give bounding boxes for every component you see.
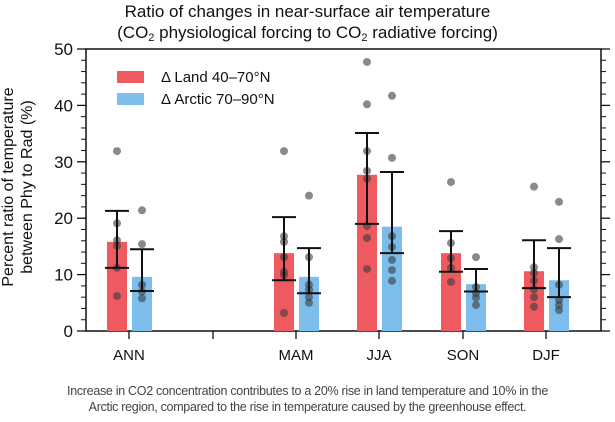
title-subscript: 2	[361, 32, 368, 44]
caption-line2: Arctic region, compared to the rise in t…	[88, 400, 527, 414]
data-point	[113, 147, 121, 156]
data-point	[280, 147, 288, 156]
y-tick-label: 0	[64, 322, 73, 341]
title-subscript: 2	[148, 32, 155, 44]
data-point	[280, 308, 288, 317]
data-point	[447, 277, 455, 286]
data-point	[363, 100, 371, 109]
chart-title-line2: (CO2 physiological forcing to CO2 radiat…	[0, 23, 615, 44]
data-point	[138, 294, 146, 303]
data-point	[388, 266, 396, 275]
title-part: (CO	[117, 23, 149, 42]
legend-swatch-land	[117, 71, 144, 83]
title-part: physiological forcing to CO	[154, 23, 362, 42]
legend-label-land: Δ Land 40–70°N	[161, 69, 270, 86]
data-point	[472, 301, 480, 310]
data-point	[555, 306, 563, 315]
data-point	[363, 57, 371, 66]
data-point	[472, 293, 480, 302]
data-point	[138, 206, 146, 215]
legend-swatch-arctic	[117, 93, 144, 105]
data-point	[388, 153, 396, 162]
x-tick-label: JJA	[366, 347, 391, 364]
data-point	[138, 240, 146, 249]
bar-land	[357, 174, 377, 331]
data-point	[555, 197, 563, 206]
data-point	[447, 178, 455, 187]
data-point	[530, 182, 538, 191]
y-tick-label: 30	[54, 153, 73, 172]
y-tick-label: 50	[54, 40, 73, 59]
bar-land	[274, 253, 294, 331]
data-point	[388, 91, 396, 100]
chart-title-line1: Ratio of changes in near-surface air tem…	[124, 2, 491, 21]
data-point	[388, 276, 396, 285]
data-point	[363, 264, 371, 273]
data-point	[113, 292, 121, 301]
data-point	[388, 255, 396, 264]
data-point	[305, 293, 313, 302]
data-point	[305, 298, 313, 307]
bar-land	[107, 241, 127, 331]
title-part: radiative forcing)	[367, 23, 498, 42]
data-point	[530, 293, 538, 302]
y-tick-label: 20	[54, 209, 73, 228]
data-point	[363, 233, 371, 242]
x-tick-label: MAM	[279, 347, 314, 364]
plot-frame	[85, 48, 602, 332]
data-point	[472, 253, 480, 262]
x-tick-label: SON	[447, 347, 480, 364]
x-tick-label: DJF	[532, 347, 560, 364]
x-tick-label: ANN	[113, 347, 145, 364]
chart-plot: 0 10 20 30 40 50 ANN MAM JJA SON DJF Δ Land 40–70°N…	[54, 40, 610, 364]
figure-caption: Increase in CO2 concentration contribute…	[0, 383, 615, 415]
y-tick-label: 40	[54, 96, 73, 115]
data-point	[530, 302, 538, 311]
data-point	[305, 191, 313, 200]
legend-label-arctic: Δ Arctic 70–90°N	[161, 91, 275, 108]
y-tick-label: 10	[54, 266, 73, 285]
data-point	[555, 235, 563, 244]
caption-line1: Increase in CO2 concentration contribute…	[67, 384, 548, 398]
